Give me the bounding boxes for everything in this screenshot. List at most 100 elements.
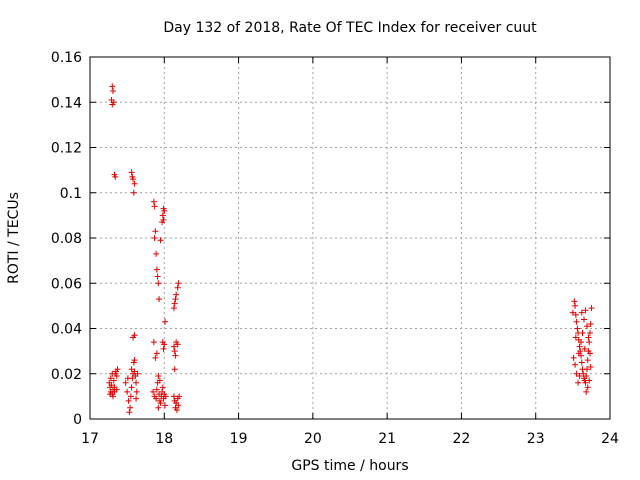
data-point	[156, 296, 163, 303]
data-point	[131, 180, 138, 187]
data-point	[583, 366, 590, 373]
data-point	[586, 330, 593, 337]
data-point	[156, 377, 163, 384]
data-point	[133, 395, 140, 402]
data-point	[173, 291, 180, 298]
data-point	[133, 379, 140, 386]
x-tick-label: 22	[453, 431, 471, 447]
data-point	[578, 359, 585, 366]
data-point	[572, 334, 579, 341]
data-point	[155, 280, 162, 287]
y-tick-label: 0.02	[51, 367, 82, 383]
data-point	[127, 393, 134, 400]
data-point	[153, 386, 160, 393]
data-point	[153, 250, 160, 257]
data-point	[127, 404, 134, 411]
data-point	[574, 325, 581, 332]
data-point	[171, 366, 178, 373]
x-axis-label: GPS time / hours	[291, 458, 408, 474]
data-point	[162, 393, 169, 400]
data-point	[130, 334, 137, 341]
data-point	[161, 341, 168, 348]
data-point	[587, 320, 594, 327]
data-point	[159, 384, 166, 391]
data-point	[571, 298, 578, 305]
x-tick-labels: 17 18 19 20 21 22 23 24	[81, 431, 619, 447]
x-tick-label: 19	[230, 431, 248, 447]
y-tick-label: 0.14	[51, 95, 82, 111]
data-point	[162, 402, 169, 409]
data-point	[160, 216, 167, 223]
data-point	[112, 173, 119, 180]
data-point	[113, 386, 120, 393]
ticks-layer	[89, 56, 611, 420]
y-tick-label: 0.1	[60, 186, 82, 202]
data-point	[576, 343, 583, 350]
data-point	[128, 169, 135, 176]
data-point	[582, 379, 589, 386]
data-point	[151, 203, 158, 210]
data-point	[154, 273, 161, 280]
data-point	[582, 307, 589, 314]
y-tick-label: 0.04	[51, 322, 82, 338]
data-point	[170, 393, 177, 400]
points-layer	[106, 83, 595, 416]
data-point	[153, 395, 160, 402]
data-point	[152, 354, 159, 361]
data-point	[576, 373, 583, 380]
data-point	[570, 354, 577, 361]
y-tick-labels: 0 0.02 0.04 0.06 0.08 0.1 0.12 0.14 0.16	[51, 50, 82, 428]
y-tick-label: 0.06	[51, 276, 82, 292]
data-point	[171, 300, 178, 307]
data-point	[171, 348, 178, 355]
x-tick-label: 17	[81, 431, 99, 447]
data-point	[151, 235, 158, 241]
data-point	[584, 357, 591, 364]
data-point	[579, 330, 586, 337]
x-tick-label: 21	[378, 431, 396, 447]
data-point	[130, 189, 137, 196]
data-point	[122, 379, 129, 386]
data-point	[134, 370, 141, 377]
y-tick-label: 0.12	[51, 141, 82, 157]
data-point	[160, 345, 167, 352]
data-point	[128, 384, 135, 391]
data-point	[150, 198, 157, 205]
y-tick-label: 0	[73, 412, 82, 428]
data-point	[588, 305, 595, 312]
data-point	[114, 366, 121, 373]
data-point	[583, 373, 590, 380]
x-tick-label: 23	[527, 431, 545, 447]
data-point	[174, 284, 181, 291]
data-point	[174, 341, 181, 348]
data-point	[161, 207, 168, 214]
data-point	[150, 339, 157, 346]
data-point	[159, 212, 166, 219]
data-point	[172, 352, 179, 359]
data-point	[575, 350, 582, 357]
data-point	[583, 388, 590, 395]
data-point	[572, 302, 579, 309]
x-tick-label: 24	[601, 431, 619, 447]
data-point	[573, 318, 580, 325]
data-point	[581, 345, 588, 352]
data-point	[572, 311, 579, 318]
data-point	[586, 339, 593, 346]
data-point	[157, 237, 164, 244]
data-point	[586, 377, 593, 384]
data-point	[125, 397, 132, 404]
data-point	[584, 384, 591, 391]
data-point	[587, 363, 594, 370]
data-point	[113, 373, 120, 380]
data-point	[170, 305, 177, 312]
data-point	[162, 318, 169, 325]
data-point	[109, 370, 116, 377]
data-point	[152, 228, 159, 235]
data-point	[124, 375, 131, 382]
data-point	[124, 388, 131, 395]
data-point	[110, 87, 117, 94]
data-point	[155, 404, 162, 411]
data-point	[583, 323, 590, 330]
data-point	[110, 393, 117, 400]
